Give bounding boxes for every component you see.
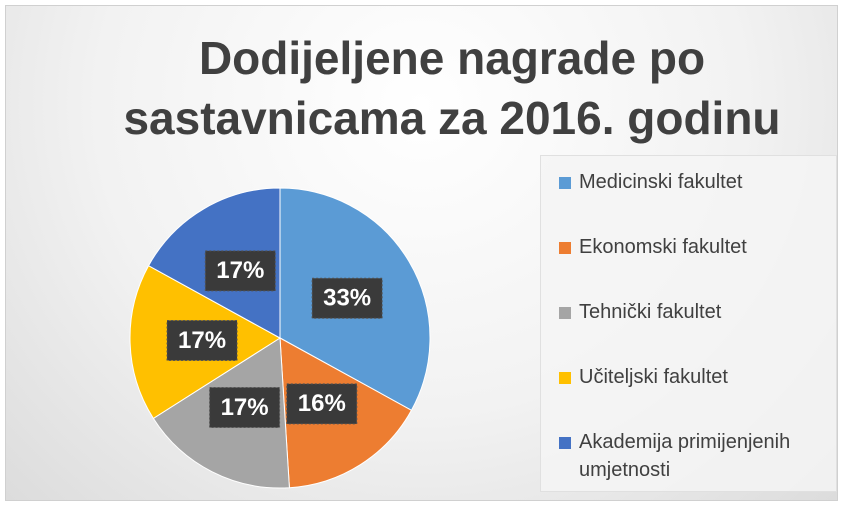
legend-item: Akademija primijenjenih umjetnosti	[559, 428, 843, 484]
data-label: 17%	[178, 327, 226, 354]
data-label: 17%	[221, 394, 269, 421]
data-label: 17%	[216, 257, 264, 284]
legend-item: Ekonomski fakultet	[559, 233, 843, 261]
legend-label: Ekonomski fakultet	[579, 236, 747, 258]
data-label-box	[209, 386, 281, 428]
data-label: 16%	[298, 390, 346, 417]
data-label-box	[166, 319, 238, 361]
legend-label: Tehnički fakultet	[579, 301, 722, 323]
legend: Medicinski fakultet Ekonomski fakultet Teh…	[540, 155, 837, 492]
legend-item: Tehnički fakultet	[559, 298, 843, 326]
legend-swatch	[559, 437, 571, 449]
legend-swatch	[559, 242, 571, 254]
chart-title: Dodijeljene nagrade po sastavnicama za 2…	[123, 32, 781, 144]
legend-swatch	[559, 307, 571, 319]
legend-swatch	[559, 372, 571, 384]
data-label: 33%	[323, 285, 371, 312]
legend-item: Medicinski fakultet	[559, 168, 843, 196]
data-label-box	[204, 250, 276, 292]
legend-label: Medicinski fakultet	[579, 171, 743, 193]
legend-item: Učiteljski fakultet	[559, 363, 843, 391]
data-label-box	[286, 383, 358, 425]
legend-label: Akademija primijenjenih umjetnosti	[579, 431, 791, 481]
legend-label: Učiteljski fakultet	[579, 366, 728, 388]
legend-swatch	[559, 177, 571, 189]
data-label-box	[311, 277, 383, 319]
